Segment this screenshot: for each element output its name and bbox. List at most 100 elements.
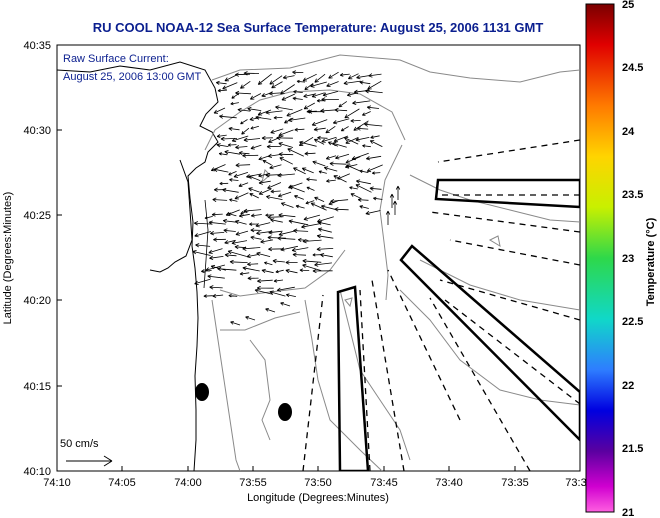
current-vector (268, 246, 285, 252)
current-vector (301, 167, 314, 174)
current-vector (235, 163, 251, 168)
current-vector (389, 193, 395, 208)
current-vector (243, 71, 260, 76)
current-vector (242, 153, 259, 158)
colorbar-tick: 23 (622, 253, 634, 265)
current-vector (339, 72, 350, 77)
current-vector (224, 239, 236, 245)
current-vector (365, 155, 382, 161)
current-vector (326, 179, 336, 183)
current-vector (249, 222, 259, 226)
current-vector (320, 108, 338, 113)
current-vector (304, 151, 316, 156)
current-vector (369, 140, 383, 148)
current-vector (370, 135, 380, 139)
current-vector (340, 126, 349, 132)
current-vector (217, 266, 237, 272)
current-vector (250, 235, 262, 240)
x-tick-label: 74:00 (174, 477, 202, 489)
current-vector (293, 90, 303, 94)
current-vector (265, 308, 276, 313)
current-vector (250, 144, 262, 150)
current-vector (247, 276, 259, 281)
current-vector (237, 107, 251, 113)
y-tick-label: 40:30 (23, 125, 51, 137)
current-vector (359, 80, 371, 85)
current-vector (385, 210, 391, 225)
current-vector (356, 74, 369, 80)
current-vector (277, 191, 292, 198)
current-vector (248, 175, 261, 181)
current-vector (212, 197, 228, 202)
current-vector (312, 268, 333, 274)
current-vector (249, 93, 262, 100)
current-vector (291, 247, 309, 253)
current-vector (330, 198, 349, 204)
colorbar-tick: 24.5 (622, 62, 643, 74)
y-tick-label: 40:20 (23, 295, 51, 307)
current-vector (278, 142, 294, 148)
current-vector (213, 237, 226, 242)
current-vector (288, 219, 309, 226)
current-vector (314, 196, 325, 202)
current-vector (265, 213, 274, 217)
current-vector (247, 262, 259, 267)
current-vector (345, 137, 359, 144)
annotation-line1: Raw Surface Current: (63, 53, 169, 65)
current-vector (333, 135, 349, 143)
current-vector (277, 236, 296, 241)
current-vector (257, 73, 272, 85)
current-vector (261, 268, 274, 274)
current-vector (297, 237, 309, 242)
current-vector (245, 316, 256, 321)
current-vector (322, 91, 339, 97)
current-vector (287, 148, 304, 157)
current-vector (278, 213, 296, 218)
current-vector (222, 82, 238, 90)
current-vector (281, 93, 296, 101)
x-tick-label: 73:45 (370, 477, 398, 489)
current-vector (280, 302, 291, 307)
current-vector (325, 155, 337, 160)
current-vector (255, 222, 271, 228)
current-vector (213, 107, 226, 114)
current-vector (234, 192, 249, 200)
current-vector (264, 261, 273, 266)
surface-current-vectors (192, 70, 401, 326)
current-vector (212, 293, 224, 298)
colorbar-gradient (585, 3, 615, 513)
colorbar-label: Temperature (°C) (645, 217, 657, 306)
current-vector (299, 268, 310, 273)
current-vector (289, 185, 305, 193)
current-vector (272, 258, 285, 264)
current-vector (273, 279, 284, 283)
current-vector (229, 259, 248, 265)
current-vector (261, 135, 273, 141)
current-vector (362, 144, 371, 148)
current-vector (312, 253, 321, 257)
inner-shore (203, 199, 209, 289)
current-vector (239, 271, 250, 276)
colorbar-tick: 24 (622, 126, 635, 138)
current-vector (316, 234, 334, 239)
buoy-marker (278, 403, 292, 421)
x-axis-label: Longitude (Degrees:Minutes) (247, 492, 389, 504)
inlet-line (149, 159, 193, 273)
current-vector (355, 184, 372, 193)
current-vector (247, 106, 262, 112)
current-vector (328, 71, 339, 79)
current-vector (318, 170, 327, 174)
colorbar-tick: 23.5 (622, 189, 643, 201)
current-vector (256, 251, 271, 257)
current-vector (366, 164, 383, 173)
current-vector (276, 135, 293, 141)
current-vector (250, 213, 262, 218)
coastline (57, 61, 219, 471)
current-vector (359, 205, 369, 209)
current-vector (268, 230, 283, 235)
current-vector (302, 73, 317, 82)
current-vector (216, 143, 229, 148)
current-vector (269, 75, 283, 85)
current-vector (229, 178, 239, 182)
